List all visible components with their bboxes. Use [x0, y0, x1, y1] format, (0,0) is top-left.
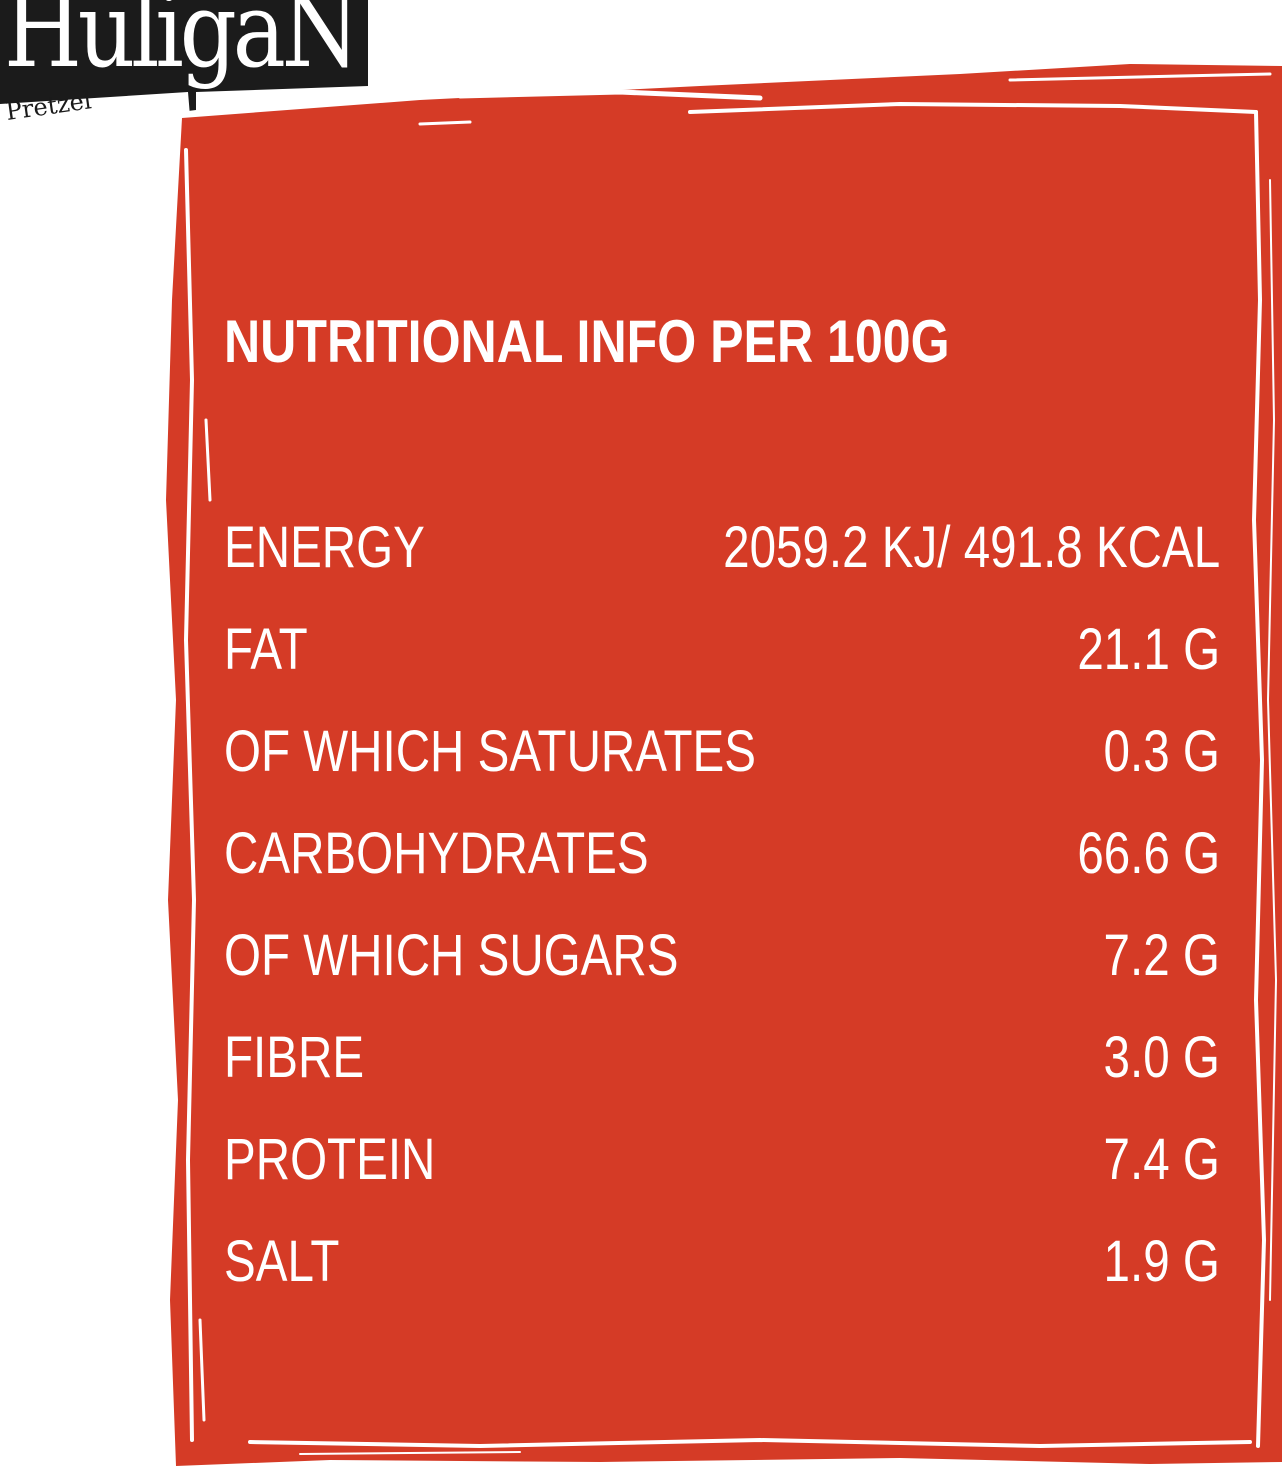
row-label: FAT [224, 617, 308, 682]
row-value: 3.0 G [1103, 1025, 1220, 1090]
row-label: FIBRE [224, 1025, 365, 1090]
nutrition-row-salt: SALT 1.9 G [224, 1232, 1220, 1334]
nutrition-row-protein: PROTEIN 7.4 G [224, 1130, 1220, 1232]
nutrition-row-energy: ENERGY 2059.2 KJ/ 491.8 KCAL [224, 518, 1220, 620]
row-value: 21.1 G [1077, 617, 1220, 682]
row-label: PROTEIN [224, 1127, 436, 1192]
row-label: OF WHICH SUGARS [224, 923, 679, 988]
row-value: 1.9 G [1103, 1229, 1220, 1294]
brand-name: HuligaN [4, 0, 360, 91]
row-label: SALT [224, 1229, 340, 1294]
nutrition-row-fibre: FIBRE 3.0 G [224, 1028, 1220, 1130]
row-label: ENERGY [224, 515, 425, 580]
row-value: 7.2 G [1103, 923, 1220, 988]
nutrition-table: ENERGY 2059.2 KJ/ 491.8 KCAL FAT 21.1 G … [224, 518, 1220, 1334]
row-label: CARBOHYDRATES [224, 821, 649, 886]
row-value: 7.4 G [1103, 1127, 1220, 1192]
nutrition-row-carbohydrates: CARBOHYDRATES 66.6 G [224, 824, 1220, 926]
row-value: 0.3 G [1103, 719, 1220, 784]
panel-heading: NUTRITIONAL INFO PER 100G [224, 308, 950, 375]
nutrition-row-sugars: OF WHICH SUGARS 7.2 G [224, 926, 1220, 1028]
row-value: 2059.2 KJ/ 491.8 KCAL [722, 515, 1220, 580]
row-value: 66.6 G [1077, 821, 1220, 886]
row-label: OF WHICH SATURATES [224, 719, 756, 784]
nutrition-row-saturates: OF WHICH SATURATES 0.3 G [224, 722, 1220, 824]
nutrition-row-fat: FAT 21.1 G [224, 620, 1220, 722]
logo-background [0, 0, 368, 136]
brand-logo: HuligaN Pretzel [0, 0, 368, 136]
